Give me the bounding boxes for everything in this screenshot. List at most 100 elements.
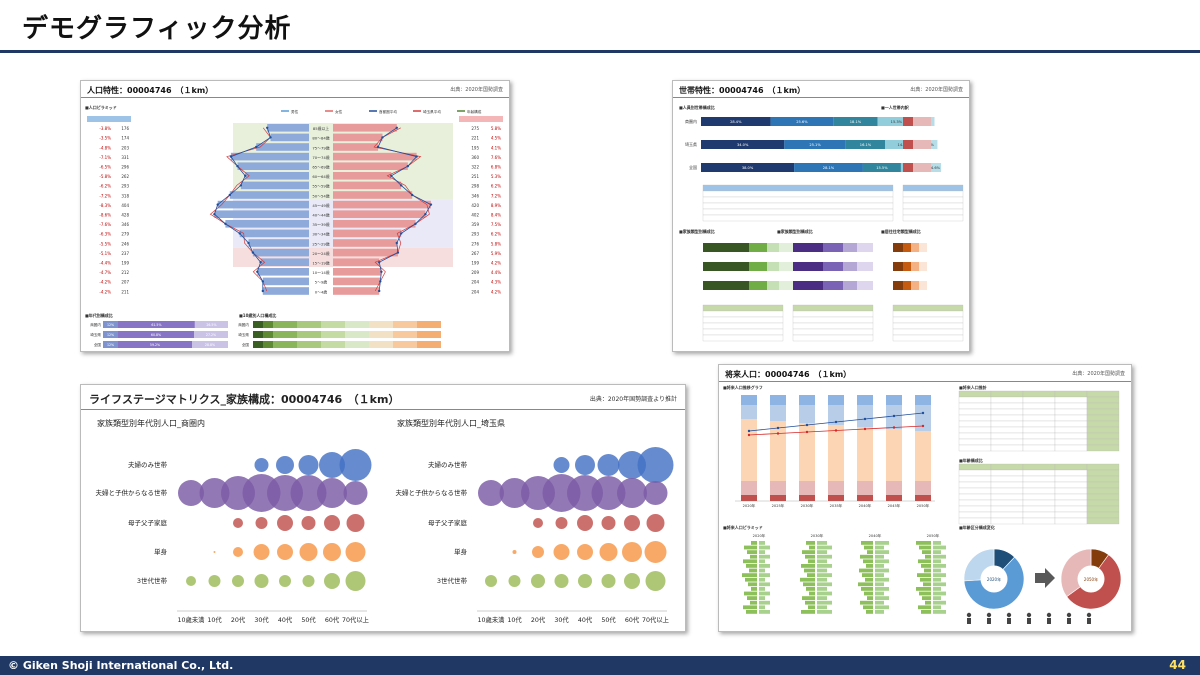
age-bar-value: 12% (107, 323, 114, 327)
male-ratio: -3.5% (99, 136, 111, 141)
male-count: 212 (121, 270, 129, 275)
pyramid-bar (918, 605, 931, 610)
female-ratio: 5.9% (491, 251, 501, 256)
table-cell (1022, 426, 1056, 434)
female-ratio: 8.9% (491, 203, 501, 208)
single-bar (903, 163, 913, 172)
table-cell (1054, 396, 1088, 404)
pyramid-bar (746, 564, 757, 568)
lifestage-panel[interactable]: ライフステージマトリクス_家族構成：00004746 （１km） 出典：2020… (80, 384, 686, 632)
family-segment (767, 281, 779, 290)
stack-segment (770, 405, 786, 421)
table-cell (892, 310, 964, 318)
table-cell (902, 202, 964, 210)
bubble (512, 550, 517, 554)
family-segment (903, 262, 911, 271)
pyramid-bar (759, 573, 770, 577)
table-cell (1054, 505, 1088, 513)
table-cell (990, 517, 1024, 525)
bubble (646, 514, 665, 532)
legend-label: 年齢構成 (467, 109, 482, 114)
bubble (624, 515, 640, 531)
pyramid-bar (759, 541, 765, 545)
table-cell (702, 328, 784, 336)
male-count: 293 (121, 184, 129, 189)
table-cell (702, 208, 894, 216)
pyramid-bar (744, 591, 757, 596)
age-group-label: 25～29歳 (312, 241, 329, 246)
legend-label: 女性 (335, 109, 343, 114)
row-label: 単身 (454, 547, 468, 556)
bubble (637, 447, 674, 483)
age-bar-value: 26.5% (206, 323, 216, 327)
pyramid-bar (919, 591, 931, 596)
pyramid-bar (875, 550, 889, 554)
table-cell (958, 402, 992, 410)
size-segment (701, 163, 795, 172)
household-panel[interactable]: 世帯特性：00004746 （１km） 出典：2020年国勢調査 ■人員別世帯構… (672, 80, 970, 352)
age-bar-value: 61.5% (151, 323, 161, 327)
pyramid-bar (875, 610, 884, 614)
female-count: 209 (471, 270, 479, 275)
table-cell (990, 463, 1024, 471)
pie-year: 2050年 (1084, 576, 1098, 582)
pyramid-bar (808, 605, 815, 610)
person-icon (987, 618, 991, 624)
table-cell (1022, 487, 1056, 495)
population-panel-title: 人口特性：00004746 （１km） (87, 86, 214, 95)
table-cell (958, 463, 992, 471)
future-population-panel[interactable]: 将来人口：00004746 （１km） 出典：2020年国勢調査 ■将来人口推移… (718, 364, 1132, 632)
stack-segment (828, 425, 844, 481)
male-bar (256, 143, 309, 151)
male-ratio: -6.3% (99, 232, 111, 237)
male-count: 207 (121, 280, 129, 285)
female-point (415, 155, 418, 158)
female-bar (333, 162, 408, 170)
pyramid-bar (803, 582, 815, 587)
row-label: 夫婦と子供からなる世帯 (96, 488, 168, 497)
pyramid-bar (817, 610, 832, 614)
size-segment (701, 140, 785, 149)
population-pyramid: 男性 女性 首都圏平均 埼玉県平均 年齢構成 85歳以上 -3.8% 176 275 5.8% 80… (87, 109, 503, 295)
female-bar (333, 258, 380, 266)
left-chart-title: 家族類型別年代別人口_商圏内 (97, 419, 205, 428)
pyramid-bar (744, 545, 757, 550)
table-cell (1086, 444, 1120, 452)
family-segment (919, 243, 927, 252)
bubble (208, 575, 221, 587)
lifestage-panel-title: ライフステージマトリクス_家族構成：00004746 （１km） (89, 393, 400, 406)
female-ratio: 6.8% (491, 165, 501, 170)
pyramid-bar (859, 568, 873, 573)
male-point (256, 270, 259, 273)
household-panel-source: 出典：2020年国勢調査 (910, 87, 963, 93)
table-cell (1022, 396, 1056, 404)
bubble (508, 575, 521, 587)
male-count: 246 (121, 241, 129, 246)
bubble (567, 475, 603, 511)
x-tick-label: 70代以上 (642, 615, 669, 624)
family-segment (703, 262, 749, 271)
population-panel[interactable]: 人口特性：00004746 （１km） 出典：2020年国勢調査 ■人口ピラミッ… (80, 80, 510, 352)
female-point (378, 289, 381, 293)
ten-year-segment (263, 321, 273, 328)
year-label: 2020年 (743, 503, 756, 508)
male-bar (239, 229, 309, 238)
ten-year-segment (393, 331, 417, 338)
female-count: 221 (471, 136, 479, 141)
family-segment (893, 281, 903, 290)
bubble (213, 551, 216, 553)
stack-segment (857, 495, 873, 501)
size-value: 15.3% (891, 120, 903, 124)
pyramid-bar (933, 600, 946, 605)
bubble (645, 571, 666, 591)
stack-segment (886, 429, 902, 481)
single-bar (913, 140, 931, 149)
table-cell (1022, 414, 1056, 422)
table-cell (1022, 505, 1056, 513)
pyramid-bar (742, 573, 757, 577)
female-point (376, 145, 380, 149)
stack-segment (828, 405, 844, 425)
male-ratio: -5.5% (99, 241, 111, 246)
person-icon (1026, 612, 1032, 618)
